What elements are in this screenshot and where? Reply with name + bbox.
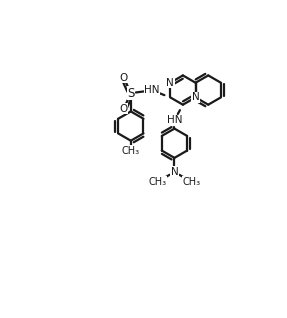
Text: N: N <box>192 92 199 102</box>
Text: HN: HN <box>144 85 160 95</box>
Text: HN: HN <box>167 115 182 125</box>
Text: CH₃: CH₃ <box>148 177 167 187</box>
Text: CH₃: CH₃ <box>122 146 140 156</box>
Text: N: N <box>166 78 174 88</box>
Text: CH₃: CH₃ <box>182 177 200 187</box>
Text: O: O <box>120 104 128 114</box>
Text: O: O <box>120 73 128 83</box>
Text: N: N <box>170 167 178 177</box>
Text: S: S <box>127 86 135 100</box>
